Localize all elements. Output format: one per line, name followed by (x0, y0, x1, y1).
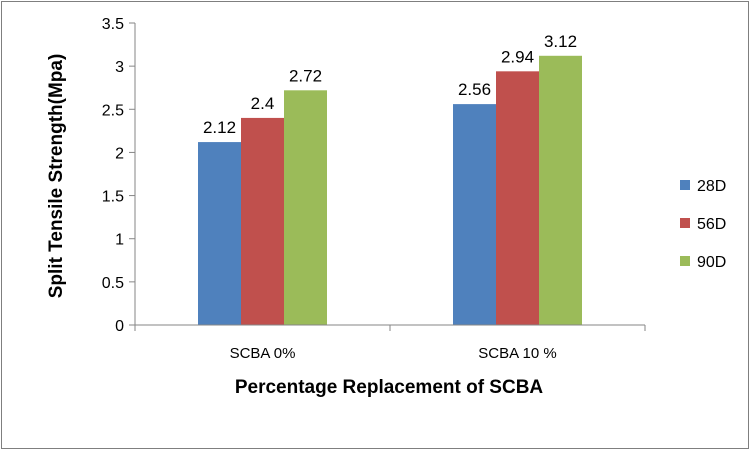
legend: 28D 56D 90D (680, 178, 726, 271)
legend-label: 90D (697, 254, 726, 271)
bar (198, 142, 241, 325)
legend-swatch (680, 218, 690, 228)
y-axis-title: Split Tensile Strength(Mpa) (46, 54, 67, 299)
y-tick-label: 2 (115, 145, 124, 162)
bar (284, 90, 327, 325)
x-category-label: SCBA 0% (230, 345, 296, 362)
legend-label: 56D (697, 216, 726, 233)
y-tick-label: 0 (115, 318, 124, 335)
y-tick-label: 2.5 (102, 102, 124, 119)
legend-swatch (680, 256, 690, 266)
x-axis-title: Percentage Replacement of SCBA (235, 377, 544, 398)
y-tick-label: 1 (115, 232, 124, 249)
y-tick-label: 1.5 (102, 189, 124, 206)
legend-label: 28D (697, 178, 726, 195)
bar-series (198, 55, 582, 326)
data-label: 2.72 (289, 66, 322, 85)
x-axis-categories: SCBA 0% SCBA 10 % (230, 345, 557, 362)
data-labels: 2.12 2.4 2.72 2.56 2.94 3.12 (203, 32, 577, 137)
data-label: 2.12 (203, 118, 236, 137)
data-label: 2.56 (458, 80, 491, 99)
x-category-label: SCBA 10 % (478, 345, 556, 362)
y-tick-label: 3 (115, 59, 124, 76)
bar (453, 104, 496, 325)
bar (241, 117, 284, 326)
axes (134, 23, 646, 331)
data-label: 3.12 (544, 32, 577, 51)
y-tick-label: 3.5 (102, 16, 124, 33)
data-label: 2.94 (501, 47, 534, 66)
bar (539, 55, 582, 325)
y-axis-ticks: 0 0.5 1 1.5 2 2.5 3 3.5 (102, 16, 135, 335)
y-tick-label: 0.5 (102, 275, 124, 292)
bar (496, 71, 539, 325)
legend-swatch (680, 180, 690, 190)
data-label: 2.4 (251, 94, 275, 113)
